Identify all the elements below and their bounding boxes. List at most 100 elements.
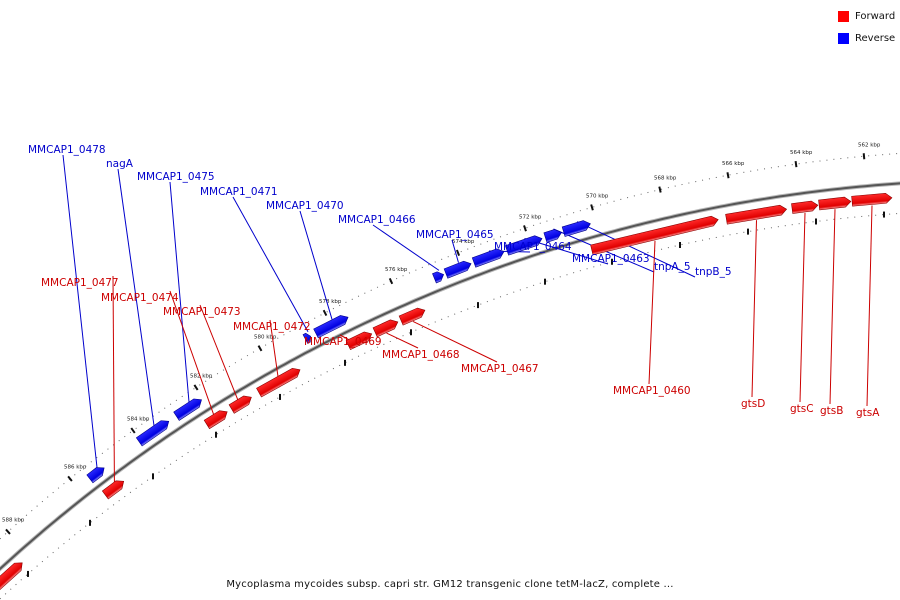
gene-arrow — [173, 398, 202, 421]
tick-label: 564 kbp — [790, 150, 813, 156]
scale-tick — [388, 277, 394, 285]
tick-label: 574 kbp — [452, 239, 475, 245]
gene-label: MMCAP1_0469 — [304, 336, 382, 348]
gene-mmcap1-0464 — [471, 248, 505, 268]
gene-label: gtsC — [790, 403, 814, 415]
gene-label: MMCAP1_0460 — [613, 385, 691, 397]
gene-arrow — [443, 260, 472, 279]
gene-label: MMCAP1_0473 — [163, 306, 241, 318]
gene-label: nagA — [106, 158, 134, 170]
tick-label: 570 kbp — [586, 193, 609, 199]
gene-mmcap1-0478 — [86, 467, 105, 484]
gene-label: gtsB — [820, 405, 843, 417]
gene-label: MMCAP1_0477 — [41, 277, 119, 289]
scale-tick — [794, 161, 798, 168]
gene-arrow — [818, 196, 852, 211]
scale-tick — [590, 204, 594, 211]
gene-mmcap1-0468 — [372, 319, 399, 338]
gene-gtsc — [791, 200, 819, 214]
label-leaders — [62, 154, 873, 495]
leader-line — [799, 212, 806, 403]
gene-label: MMCAP1_0463 — [572, 253, 650, 265]
gene-mmcap1-0469 — [345, 331, 373, 351]
tick-label: 584 kbp — [127, 417, 150, 423]
gene-gtsa — [851, 193, 893, 207]
tick-label: 588 kbp — [2, 518, 25, 524]
gene-arrow — [228, 395, 252, 414]
gene-label: MMCAP1_0478 — [28, 144, 106, 156]
scale-tick — [130, 427, 136, 434]
scale-tick — [658, 186, 662, 193]
gene-arrow — [372, 319, 399, 338]
gene-arrow — [504, 235, 543, 256]
gene-label: MMCAP1_0465 — [416, 229, 494, 241]
tick-label: 578 kbp — [319, 299, 342, 305]
gene-arrow — [471, 248, 505, 268]
gene-mmcap1-0466 — [432, 271, 445, 284]
gene-label: MMCAP1_0468 — [382, 349, 460, 361]
gene-mmcap1-0471 — [302, 332, 311, 344]
gene-arrow — [256, 367, 301, 398]
scale-tick — [862, 153, 866, 160]
gene-mmcap1-0467 — [398, 307, 426, 326]
legend-reverse: Reverse — [838, 31, 895, 46]
gene-label: MMCAP1_0475 — [137, 171, 215, 183]
gene-mmcap1-0463 — [504, 235, 543, 256]
gene-mmcap1-0477 — [101, 480, 125, 500]
gene-label: gtsA — [856, 407, 880, 419]
scale-tick — [455, 249, 461, 256]
leader-line — [112, 275, 115, 495]
leader-line — [62, 154, 98, 468]
gene-features — [0, 193, 893, 592]
leader-line — [372, 224, 440, 271]
leader-line — [169, 181, 190, 403]
scale-tick — [523, 225, 527, 232]
gene-label: tnpB_5 — [695, 266, 732, 278]
scale-ticks: 588 kbp 586 kbp 584 kbp 582 kbp 580 kbp 578 k… — [0, 142, 900, 600]
gene-label: MMCAP1_0467 — [461, 363, 539, 375]
tick-label: 580 kbp — [254, 334, 277, 340]
gene-label: MMCAP1_0474 — [101, 292, 179, 304]
gene-label: MMCAP1_0471 — [200, 186, 278, 198]
scale-tick — [322, 309, 328, 317]
forward-swatch — [838, 11, 849, 22]
leader-line — [269, 319, 280, 388]
gene-arrow — [725, 204, 788, 225]
leader-line — [829, 209, 836, 405]
gene-label: gtsD — [741, 398, 765, 410]
tick-label: 582 kbp — [190, 373, 213, 379]
gene-arrow — [345, 331, 373, 351]
gene-label: MMCAP1_0466 — [338, 214, 416, 226]
leader-line — [866, 205, 873, 407]
backbone-line — [0, 182, 900, 571]
gene-arrow — [432, 271, 445, 284]
legend: Forward Reverse — [838, 9, 895, 53]
backbone — [0, 181, 900, 572]
gene-arrow — [203, 410, 228, 430]
gene-gtsb — [818, 196, 852, 211]
gene-mmcap1-0470 — [313, 315, 349, 339]
scale-tick — [67, 475, 73, 482]
gene-mmcap1-0475 — [173, 398, 202, 421]
scale-tick — [257, 345, 263, 352]
leader-line — [576, 221, 696, 278]
backbone-shadow — [0, 181, 900, 572]
scale-tick — [193, 384, 199, 391]
gene-label: tnpA_5 — [654, 261, 691, 273]
gene-edge-partial — [0, 562, 23, 592]
leader-line — [412, 320, 498, 363]
gene-arrow — [0, 562, 23, 592]
leader-line — [751, 220, 757, 398]
gene-naga — [135, 420, 170, 447]
tick-label: 576 kbp — [385, 267, 408, 273]
gene-mmcap1-0465 — [443, 260, 472, 279]
tick-label: 572 kbp — [519, 214, 542, 220]
leader-line — [648, 240, 656, 385]
gene-arrow — [101, 480, 125, 500]
legend-reverse-label: Reverse — [855, 33, 896, 44]
gene-mmcap1-0472 — [256, 367, 301, 398]
gene-arrow — [851, 193, 893, 207]
gene-arrow — [561, 220, 591, 237]
